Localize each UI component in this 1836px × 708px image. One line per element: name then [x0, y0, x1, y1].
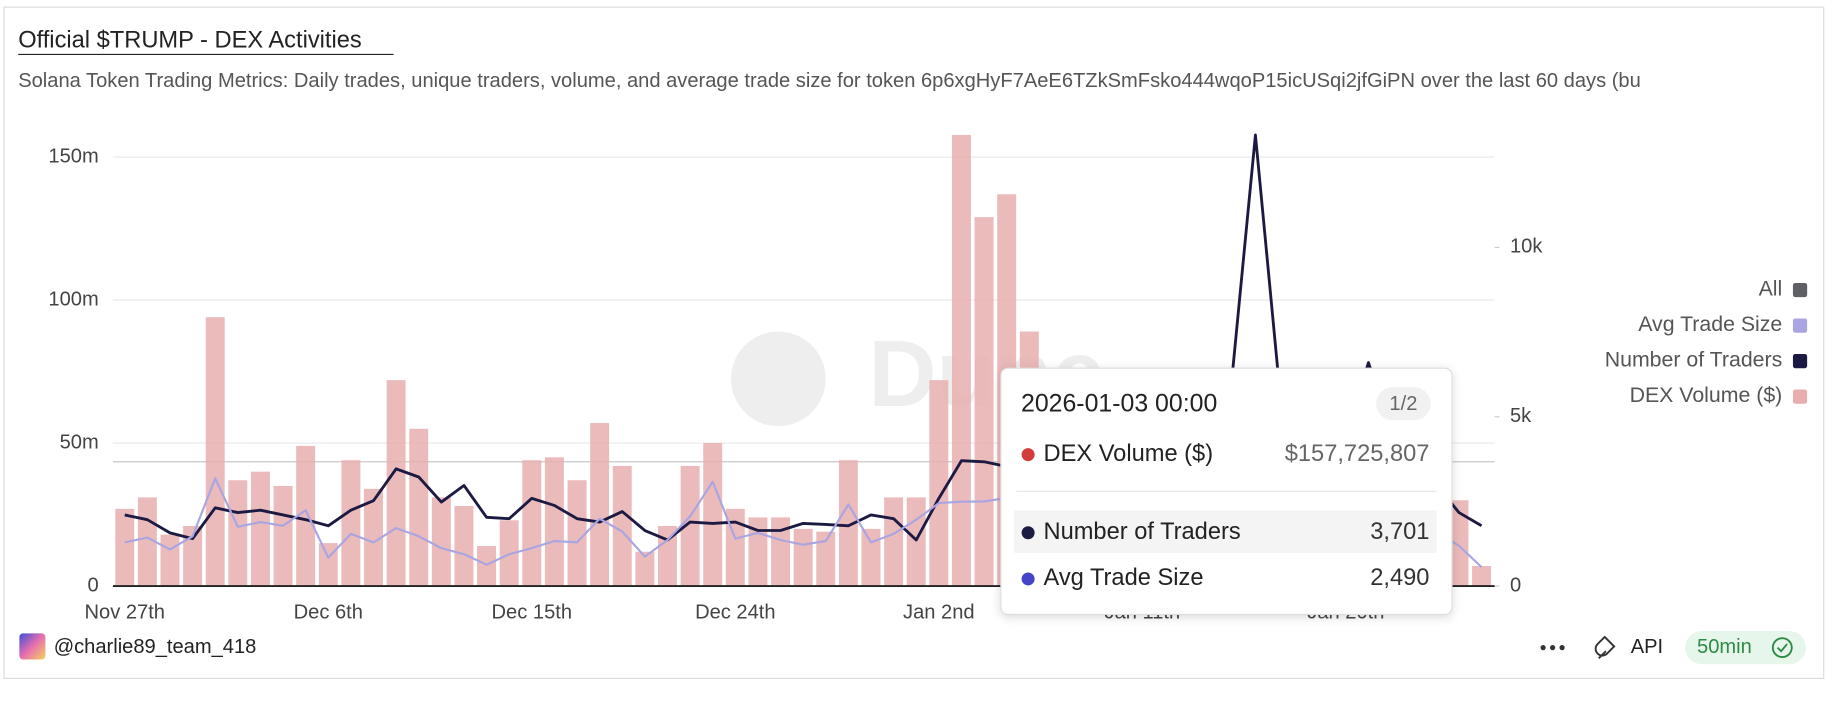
api-icon [1594, 635, 1616, 659]
bar [522, 460, 542, 587]
tooltip-label: Number of Traders [1043, 519, 1240, 545]
line-series [124, 133, 1483, 542]
refresh-pill[interactable] [1685, 631, 1806, 665]
bar [951, 134, 971, 587]
tooltip-value: $157,725,807 [1285, 441, 1430, 467]
api-button[interactable]: API [1631, 636, 1663, 658]
y-tick-label: 50m [60, 431, 99, 453]
bar [205, 317, 225, 587]
bar [296, 445, 316, 587]
legend-swatch [1792, 282, 1808, 298]
bar [567, 480, 587, 587]
y2-tick-label: 0 [1510, 574, 1521, 596]
legend-swatch [1792, 354, 1808, 369]
bar [341, 460, 361, 587]
bar [409, 428, 429, 587]
bar [861, 528, 881, 587]
x-tick-label: Nov 27th [85, 602, 166, 624]
bar [816, 531, 836, 587]
bar [386, 380, 406, 587]
bar [680, 465, 700, 587]
bar [1449, 500, 1469, 587]
bar [974, 217, 994, 587]
tooltip-value: 3,701 [1370, 519, 1429, 545]
legend: All Avg Trade Size Number of Traders DEX Vo… [1605, 277, 1808, 407]
avatar [19, 633, 46, 660]
legend-swatch [1792, 318, 1808, 333]
refresh-icon [1771, 637, 1793, 659]
x-tick-label: Dec 6th [294, 602, 363, 624]
legend-swatch [1792, 389, 1808, 404]
x-tick-label: Dec 15th [492, 602, 573, 624]
tooltip-page: 1/2 [1389, 393, 1417, 415]
x-tick-label: Dec 24th [695, 602, 776, 624]
bar [838, 460, 858, 587]
legend-label[interactable]: DEX Volume ($) [1630, 383, 1783, 407]
bar [477, 546, 497, 587]
legend-label[interactable]: All [1759, 277, 1783, 301]
tooltip-dot [1021, 572, 1035, 586]
x-tick-label: Jan 2nd [903, 602, 975, 624]
bar [771, 517, 791, 587]
bar [658, 525, 677, 587]
bar [228, 480, 248, 587]
tooltip-label: DEX Volume ($) [1043, 441, 1213, 467]
tooltip: 2026-01-03 00:00 1/2 DEX Volume ($) $157,72… [1000, 367, 1453, 616]
y2-tick-label: 5k [1510, 405, 1532, 427]
refresh-time: 50min [1697, 636, 1752, 658]
bar [454, 505, 474, 587]
y-tick-label: 100m [48, 288, 98, 310]
legend-label[interactable]: Number of Traders [1605, 348, 1783, 372]
footer: @charlie89_team_418 API 50min [19, 631, 1806, 665]
tooltip-dot [1021, 448, 1035, 462]
bar [1472, 566, 1492, 587]
title[interactable]: Official $TRUMP - DEX Activities [18, 28, 362, 54]
bar [431, 497, 451, 587]
bar [364, 488, 383, 587]
bar [250, 471, 270, 587]
bar [612, 465, 632, 587]
subtitle: Solana Token Trading Metrics: Daily trad… [18, 70, 1641, 92]
more-button[interactable] [1540, 645, 1565, 651]
bar [793, 528, 813, 587]
tooltip-label: Avg Trade Size [1043, 565, 1203, 591]
tooltip-dot [1021, 526, 1035, 540]
bar [160, 534, 180, 587]
bar [183, 525, 203, 587]
y2-tick-label: 10k [1510, 236, 1543, 258]
bar [115, 508, 135, 587]
bar [703, 443, 723, 587]
y-tick-label: 0 [88, 574, 99, 596]
bar [273, 485, 293, 587]
bar [884, 497, 904, 587]
tooltip-value: 2,490 [1370, 565, 1429, 591]
legend-label[interactable]: Avg Trade Size [1638, 312, 1782, 336]
bar [929, 380, 949, 587]
bar [544, 457, 564, 587]
bar [635, 551, 655, 587]
bar [590, 423, 610, 587]
y-tick-label: 150m [48, 145, 98, 167]
username[interactable]: @charlie89_team_418 [54, 636, 257, 658]
tooltip-date: 2026-01-03 00:00 [1021, 389, 1217, 417]
bar [906, 497, 926, 587]
